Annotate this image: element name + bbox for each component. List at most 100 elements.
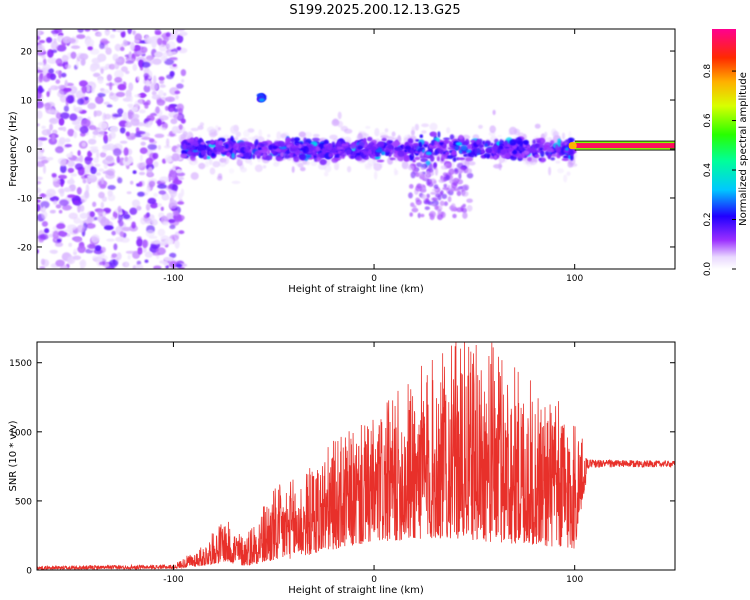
spectrogram-cell: [113, 243, 118, 251]
spectrogram-cell: [434, 149, 439, 156]
spectrogram-cell: [451, 203, 456, 209]
spectrogram-cell: [70, 173, 78, 177]
spectrogram-cell: [120, 46, 125, 52]
spectrogram-cell: [298, 154, 307, 160]
spectrogram-cell: [220, 158, 224, 163]
spectrogram-cell: [337, 111, 342, 120]
spectrogram-cell: [127, 29, 132, 35]
spectrogram-cell: [177, 201, 185, 205]
spectrogram-cell: [40, 201, 50, 209]
spectrogram-cell: [300, 166, 306, 172]
spectrogram-cell: [81, 118, 91, 128]
spectrogram-cell: [481, 140, 486, 146]
spectrogram-cell: [298, 131, 306, 138]
spectrogram-cell: [190, 127, 199, 132]
spectrogram-cell: [49, 117, 59, 125]
spectrogram-cell: [217, 127, 222, 131]
spectrogram-cell: [508, 126, 517, 135]
spectrogram-cell: [466, 198, 473, 203]
spectrogram-cell: [276, 131, 282, 141]
spectrogram-cell: [441, 193, 448, 199]
spectrogram-cell: [37, 234, 47, 240]
snr-y-tick-label: 0: [26, 567, 32, 577]
spectrogram-cell: [465, 157, 473, 162]
spectrogram-cell: [262, 165, 267, 169]
spectrogram-cell: [48, 109, 58, 114]
spectrogram-cell: [426, 193, 431, 199]
spectrogram-cell: [374, 127, 380, 137]
spectrogram-cell: [96, 128, 105, 138]
spectrogram-cell: [507, 143, 511, 148]
spectrogram-cell: [437, 149, 444, 153]
spectrogram-cell: [527, 157, 532, 162]
spectrogram-cell: [212, 161, 221, 168]
spectrogram-cell: [94, 216, 98, 221]
spectrogram-x-tick-label: 0: [371, 274, 377, 284]
spectrogram-cell: [143, 73, 150, 79]
spectrogram-cell: [123, 147, 129, 157]
spectrogram-cell: [108, 63, 116, 70]
spectrogram-cell: [127, 254, 131, 260]
spectrogram-cell: [198, 162, 206, 170]
spectrogram-cell: [192, 140, 200, 148]
spectrogram-cell: [63, 229, 73, 233]
spectrogram-cell: [127, 156, 134, 164]
spectrogram-cell: [291, 166, 295, 173]
spectrogram-cell: [91, 29, 99, 32]
spectrogram-cell: [41, 129, 51, 136]
spectrogram-cell: [169, 57, 178, 61]
spectrogram-cell: [49, 73, 57, 81]
spectrogram-cell: [272, 148, 281, 152]
spectrogram-cell: [433, 164, 437, 170]
spectrogram-cell: [74, 237, 83, 243]
spectrogram-cell: [136, 162, 144, 169]
spectrogram-cell: [172, 164, 176, 172]
spectrogram-cell: [124, 121, 133, 128]
spectrogram-cell: [41, 125, 46, 129]
spectrogram-cell: [145, 121, 152, 128]
spectrogram-cell: [176, 46, 182, 51]
spectrogram-cell: [105, 155, 114, 162]
spectrogram-cell: [139, 109, 146, 114]
spectrogram-cell: [414, 156, 421, 161]
spectrogram-cell: [181, 136, 191, 140]
spectrogram-cell: [511, 149, 518, 155]
spectrogram-cell: [42, 63, 51, 70]
spectrogram-cell: [94, 163, 101, 167]
spectrogram-cell: [173, 113, 184, 120]
spectrogram-cell: [267, 134, 271, 138]
spectrogram-cell: [104, 113, 112, 120]
spectrogram-cell: [125, 131, 131, 137]
spectrogram-cell: [37, 123, 40, 127]
spectrogram-cell: [458, 172, 462, 180]
spectrogram-cell: [176, 168, 183, 174]
spectrogram-cell: [134, 100, 140, 108]
spectrogram-cell: [165, 32, 171, 38]
spectrogram-cell: [460, 166, 466, 170]
spectrogram-cell: [87, 174, 97, 179]
spectrogram-cell: [112, 113, 123, 118]
spectrogram-cell: [38, 75, 43, 83]
spectrogram-cell: [293, 137, 301, 142]
spectrogram-cell: [97, 92, 106, 98]
spectrogram-cell: [404, 156, 410, 162]
spectrogram-cell: [143, 84, 151, 93]
spectrogram-cell: [138, 181, 143, 187]
spectrogram-cell: [87, 46, 93, 51]
spectrogram-cell: [380, 135, 390, 139]
spectrogram-cell: [169, 190, 177, 198]
spectrogram-cell: [140, 61, 151, 68]
spectrogram-cell: [43, 165, 46, 174]
spectrogram-cell: [138, 171, 146, 176]
spectrogram-cell: [168, 51, 172, 57]
spectrogram-cell: [94, 245, 102, 252]
spectrogram-cell: [566, 171, 571, 176]
spectrogram-cell: [532, 139, 537, 145]
spectrogram-cell: [552, 130, 559, 138]
spectrogram-cell: [61, 54, 69, 63]
spectrogram-cell: [116, 155, 121, 164]
spectrogram-cell: [128, 82, 134, 92]
spectrogram-cell: [365, 125, 371, 129]
spectrogram-cell: [230, 125, 239, 134]
spectrogram-cell: [144, 259, 149, 263]
